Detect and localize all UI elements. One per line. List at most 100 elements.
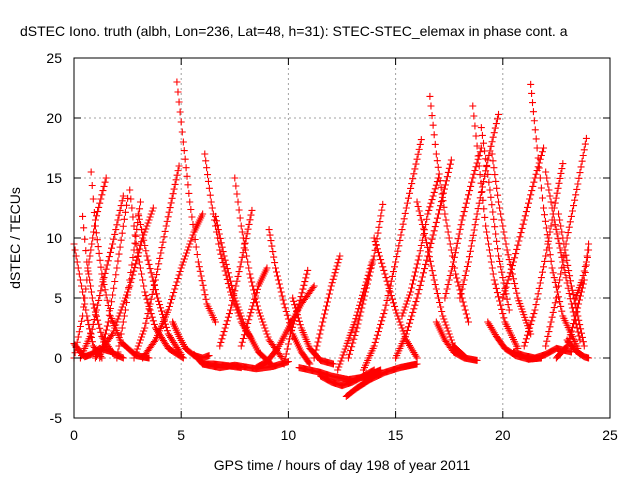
data-point (115, 342, 123, 350)
data-point (500, 290, 508, 298)
data-point (529, 108, 537, 116)
data-point (403, 297, 411, 305)
data-point (388, 272, 396, 280)
data-point (443, 222, 451, 230)
data-point (340, 348, 348, 356)
data-point (409, 175, 417, 183)
data-point (423, 239, 431, 247)
data-point (80, 303, 88, 311)
data-point (238, 338, 246, 346)
data-point (574, 180, 582, 188)
data-point (141, 228, 149, 236)
data-point (571, 196, 579, 204)
data-point (402, 300, 410, 308)
data-point (147, 210, 155, 218)
data-point (180, 255, 188, 263)
data-point (439, 189, 447, 197)
data-point (151, 276, 159, 284)
data-point (257, 312, 265, 320)
series-18 (190, 350, 245, 372)
data-point (283, 311, 291, 319)
data-point (176, 349, 184, 357)
series-5 (76, 192, 127, 362)
data-point (161, 227, 169, 235)
data-point (369, 367, 377, 375)
data-point (146, 306, 154, 314)
data-point (168, 296, 176, 303)
data-point (362, 288, 370, 296)
data-point (438, 190, 446, 198)
data-point (224, 313, 232, 321)
data-point (411, 165, 419, 173)
data-point (553, 288, 561, 296)
data-point (338, 354, 346, 362)
data-point (383, 296, 391, 304)
data-point (462, 199, 470, 207)
data-point (277, 288, 285, 296)
data-point (431, 185, 439, 193)
data-point (234, 198, 242, 206)
data-point (287, 327, 295, 335)
data-point (349, 339, 357, 347)
data-point (314, 338, 322, 346)
data-point (408, 284, 416, 292)
data-point (232, 297, 240, 305)
data-point (542, 252, 550, 260)
data-point (239, 318, 247, 326)
data-point (111, 278, 119, 285)
data-point (460, 276, 468, 284)
data-point (450, 253, 458, 261)
data-point (466, 187, 474, 195)
data-point (559, 234, 567, 242)
data-point (327, 282, 335, 290)
data-point (398, 324, 406, 332)
data-point (305, 359, 313, 367)
data-point (371, 338, 379, 346)
data-point (470, 112, 478, 120)
data-point (417, 216, 425, 224)
data-point (296, 296, 304, 304)
data-point (514, 241, 522, 249)
data-point (444, 327, 452, 335)
data-point (290, 317, 298, 325)
data-point (558, 264, 566, 272)
data-point (220, 328, 228, 336)
data-point (298, 289, 306, 297)
data-point (541, 217, 549, 225)
data-point (556, 298, 564, 306)
data-point (310, 354, 318, 362)
data-point (232, 282, 240, 290)
data-point (260, 321, 268, 329)
data-point (503, 246, 511, 254)
data-point (87, 288, 95, 296)
data-point (183, 249, 191, 257)
data-point (227, 306, 235, 314)
data-point (89, 234, 97, 242)
data-point (445, 234, 453, 242)
data-point (113, 264, 121, 272)
data-point (547, 257, 555, 265)
data-point (499, 310, 507, 318)
data-point (410, 272, 418, 280)
data-point (361, 292, 369, 300)
data-point (325, 290, 333, 298)
data-point (148, 313, 156, 321)
data-point (97, 263, 105, 271)
data-point (109, 330, 117, 338)
data-point (321, 310, 329, 318)
data-point (98, 270, 106, 278)
data-point (418, 273, 426, 281)
data-point (376, 324, 384, 332)
data-point (269, 248, 277, 256)
data-point (106, 248, 114, 256)
data-point (88, 182, 96, 189)
data-point (123, 201, 131, 209)
data-point (474, 152, 482, 160)
data-point (135, 249, 143, 257)
data-point (173, 78, 181, 86)
data-point (98, 191, 106, 199)
data-point (501, 287, 509, 295)
data-point (199, 281, 207, 289)
data-point (395, 242, 403, 250)
data-point (568, 286, 576, 294)
